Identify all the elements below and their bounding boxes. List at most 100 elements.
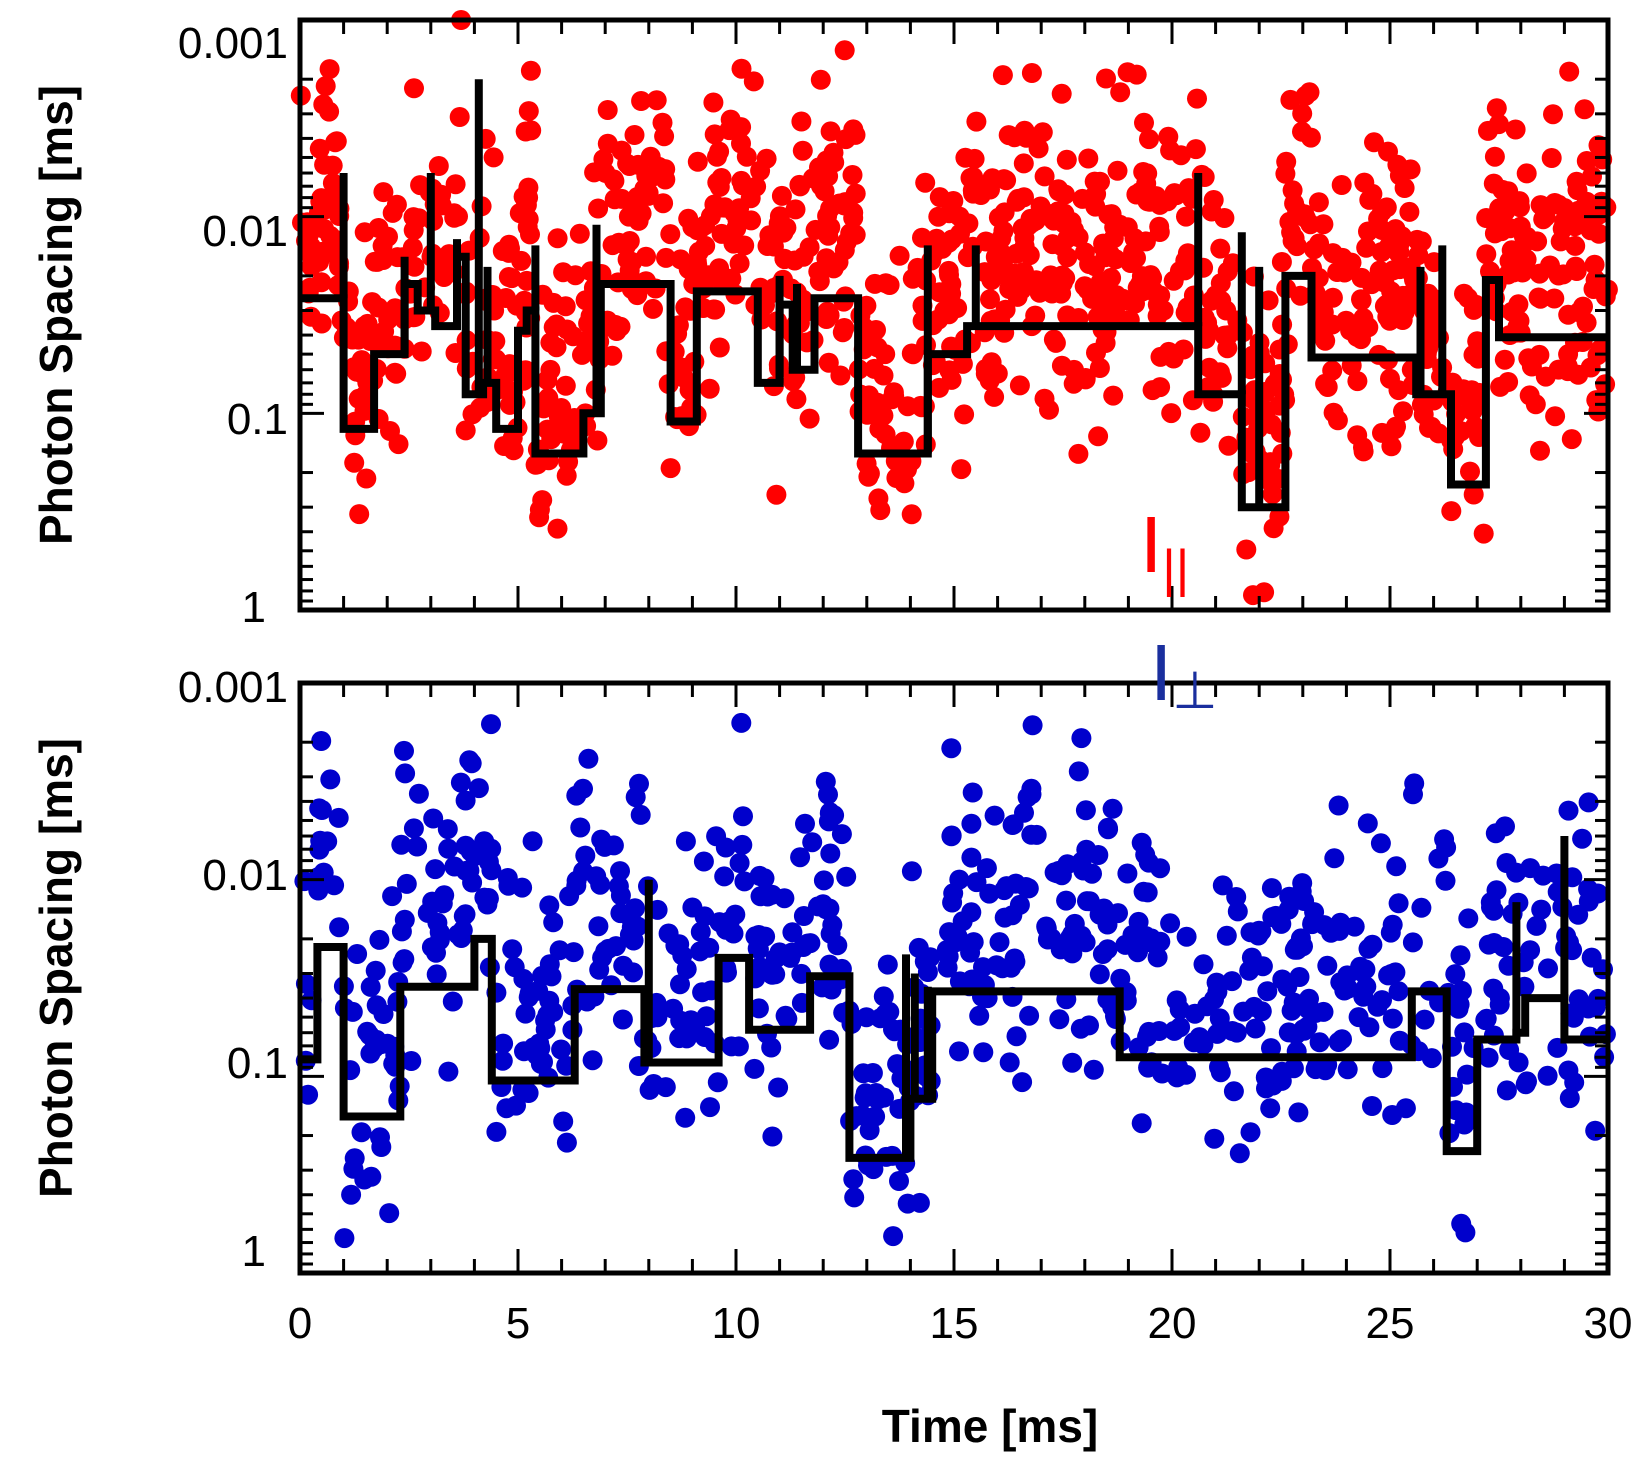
bot-point bbox=[986, 955, 1007, 976]
top-point bbox=[951, 459, 972, 480]
top-point bbox=[1561, 429, 1582, 450]
top-point bbox=[912, 227, 932, 248]
bot-point bbox=[901, 861, 922, 882]
bot-point bbox=[481, 714, 501, 735]
bot-point bbox=[450, 772, 471, 793]
top-point bbox=[1217, 338, 1238, 359]
bot-point bbox=[1073, 860, 1094, 881]
bot-point bbox=[1062, 943, 1083, 964]
bot-point bbox=[961, 813, 982, 834]
top-point bbox=[869, 418, 890, 439]
top-point bbox=[628, 210, 649, 231]
bot-point bbox=[795, 813, 815, 834]
top-point bbox=[1269, 506, 1290, 527]
bot-point bbox=[1006, 1026, 1027, 1047]
top-point bbox=[516, 195, 537, 215]
bot-point bbox=[973, 1042, 994, 1063]
top-point bbox=[845, 224, 866, 245]
top-y-tick-label-0: 0.001 bbox=[178, 19, 288, 68]
bot-point bbox=[1240, 1122, 1261, 1143]
top-point bbox=[1101, 267, 1122, 288]
bottom-annotation-main: I bbox=[1150, 628, 1172, 717]
top-point bbox=[1279, 211, 1300, 232]
bot-point bbox=[1489, 988, 1510, 1009]
bot-point bbox=[747, 938, 768, 959]
bot-point bbox=[1317, 955, 1338, 976]
bot-point bbox=[1272, 969, 1293, 990]
bot-point bbox=[481, 860, 502, 881]
top-point bbox=[1484, 146, 1505, 167]
top-point bbox=[1210, 238, 1231, 259]
bot-point bbox=[610, 861, 630, 882]
top-x-ticks bbox=[298, 20, 1610, 610]
bot-point bbox=[709, 912, 730, 933]
bot-point bbox=[1367, 996, 1388, 1017]
bot-point bbox=[707, 1072, 728, 1093]
top-point bbox=[1261, 414, 1282, 435]
bot-point bbox=[836, 866, 857, 887]
top-point bbox=[1322, 314, 1343, 335]
bot-point bbox=[403, 818, 424, 839]
bot-point bbox=[1257, 981, 1278, 1002]
bot-point bbox=[366, 1029, 387, 1050]
bot-point bbox=[1070, 1018, 1091, 1039]
top-point bbox=[1014, 236, 1035, 257]
top-point bbox=[926, 228, 947, 249]
top-point bbox=[814, 181, 835, 202]
bot-point bbox=[438, 838, 459, 859]
top-point bbox=[1506, 254, 1527, 274]
bot-point bbox=[459, 860, 480, 881]
top-point bbox=[1045, 332, 1066, 353]
bot-point bbox=[1581, 947, 1602, 968]
top-point bbox=[817, 301, 838, 322]
bot-point bbox=[553, 1111, 574, 1132]
top-point bbox=[556, 424, 576, 445]
bot-point bbox=[820, 802, 840, 823]
top-point bbox=[385, 362, 405, 383]
top-point bbox=[1074, 276, 1095, 297]
top-point bbox=[792, 140, 813, 161]
bot-point bbox=[1245, 1018, 1266, 1039]
top-point bbox=[1039, 399, 1059, 420]
top-point bbox=[1016, 127, 1037, 148]
top-point bbox=[1347, 326, 1368, 347]
bot-point bbox=[556, 1132, 577, 1153]
bot-point bbox=[1414, 1009, 1435, 1030]
bot-point bbox=[721, 1036, 742, 1057]
top-point bbox=[1540, 255, 1560, 276]
bot-point bbox=[421, 937, 442, 958]
top-point bbox=[1353, 308, 1374, 329]
top-point bbox=[1292, 121, 1312, 142]
top-point bbox=[1331, 175, 1352, 195]
top-point bbox=[646, 90, 667, 111]
bot-point bbox=[365, 960, 386, 981]
top-y-tick-label-1: 0.01 bbox=[202, 207, 288, 256]
top-point bbox=[743, 71, 764, 92]
top-point bbox=[1494, 197, 1515, 218]
top-point bbox=[1177, 243, 1198, 264]
top-point bbox=[1488, 114, 1509, 135]
bot-point bbox=[1388, 893, 1409, 914]
bot-point bbox=[729, 853, 750, 873]
top-point bbox=[348, 388, 369, 409]
bot-point bbox=[961, 847, 982, 868]
top-point bbox=[1351, 267, 1372, 288]
top-point bbox=[410, 175, 431, 196]
top-point bbox=[1371, 242, 1392, 262]
top-point bbox=[864, 358, 885, 379]
top-point bbox=[455, 420, 476, 441]
bot-point bbox=[342, 1001, 363, 1022]
top-point bbox=[1009, 375, 1030, 396]
top-point bbox=[1101, 204, 1122, 225]
bot-point bbox=[1083, 1059, 1104, 1080]
top-point bbox=[686, 251, 707, 272]
top-point bbox=[1014, 262, 1034, 282]
bot-point bbox=[1520, 940, 1541, 961]
bot-point bbox=[1328, 795, 1349, 816]
top-point bbox=[1392, 285, 1413, 306]
top-point bbox=[1008, 188, 1028, 209]
bot-point bbox=[566, 785, 587, 806]
bot-point bbox=[682, 897, 703, 918]
top-point bbox=[311, 313, 332, 334]
bot-point bbox=[1382, 1008, 1403, 1029]
